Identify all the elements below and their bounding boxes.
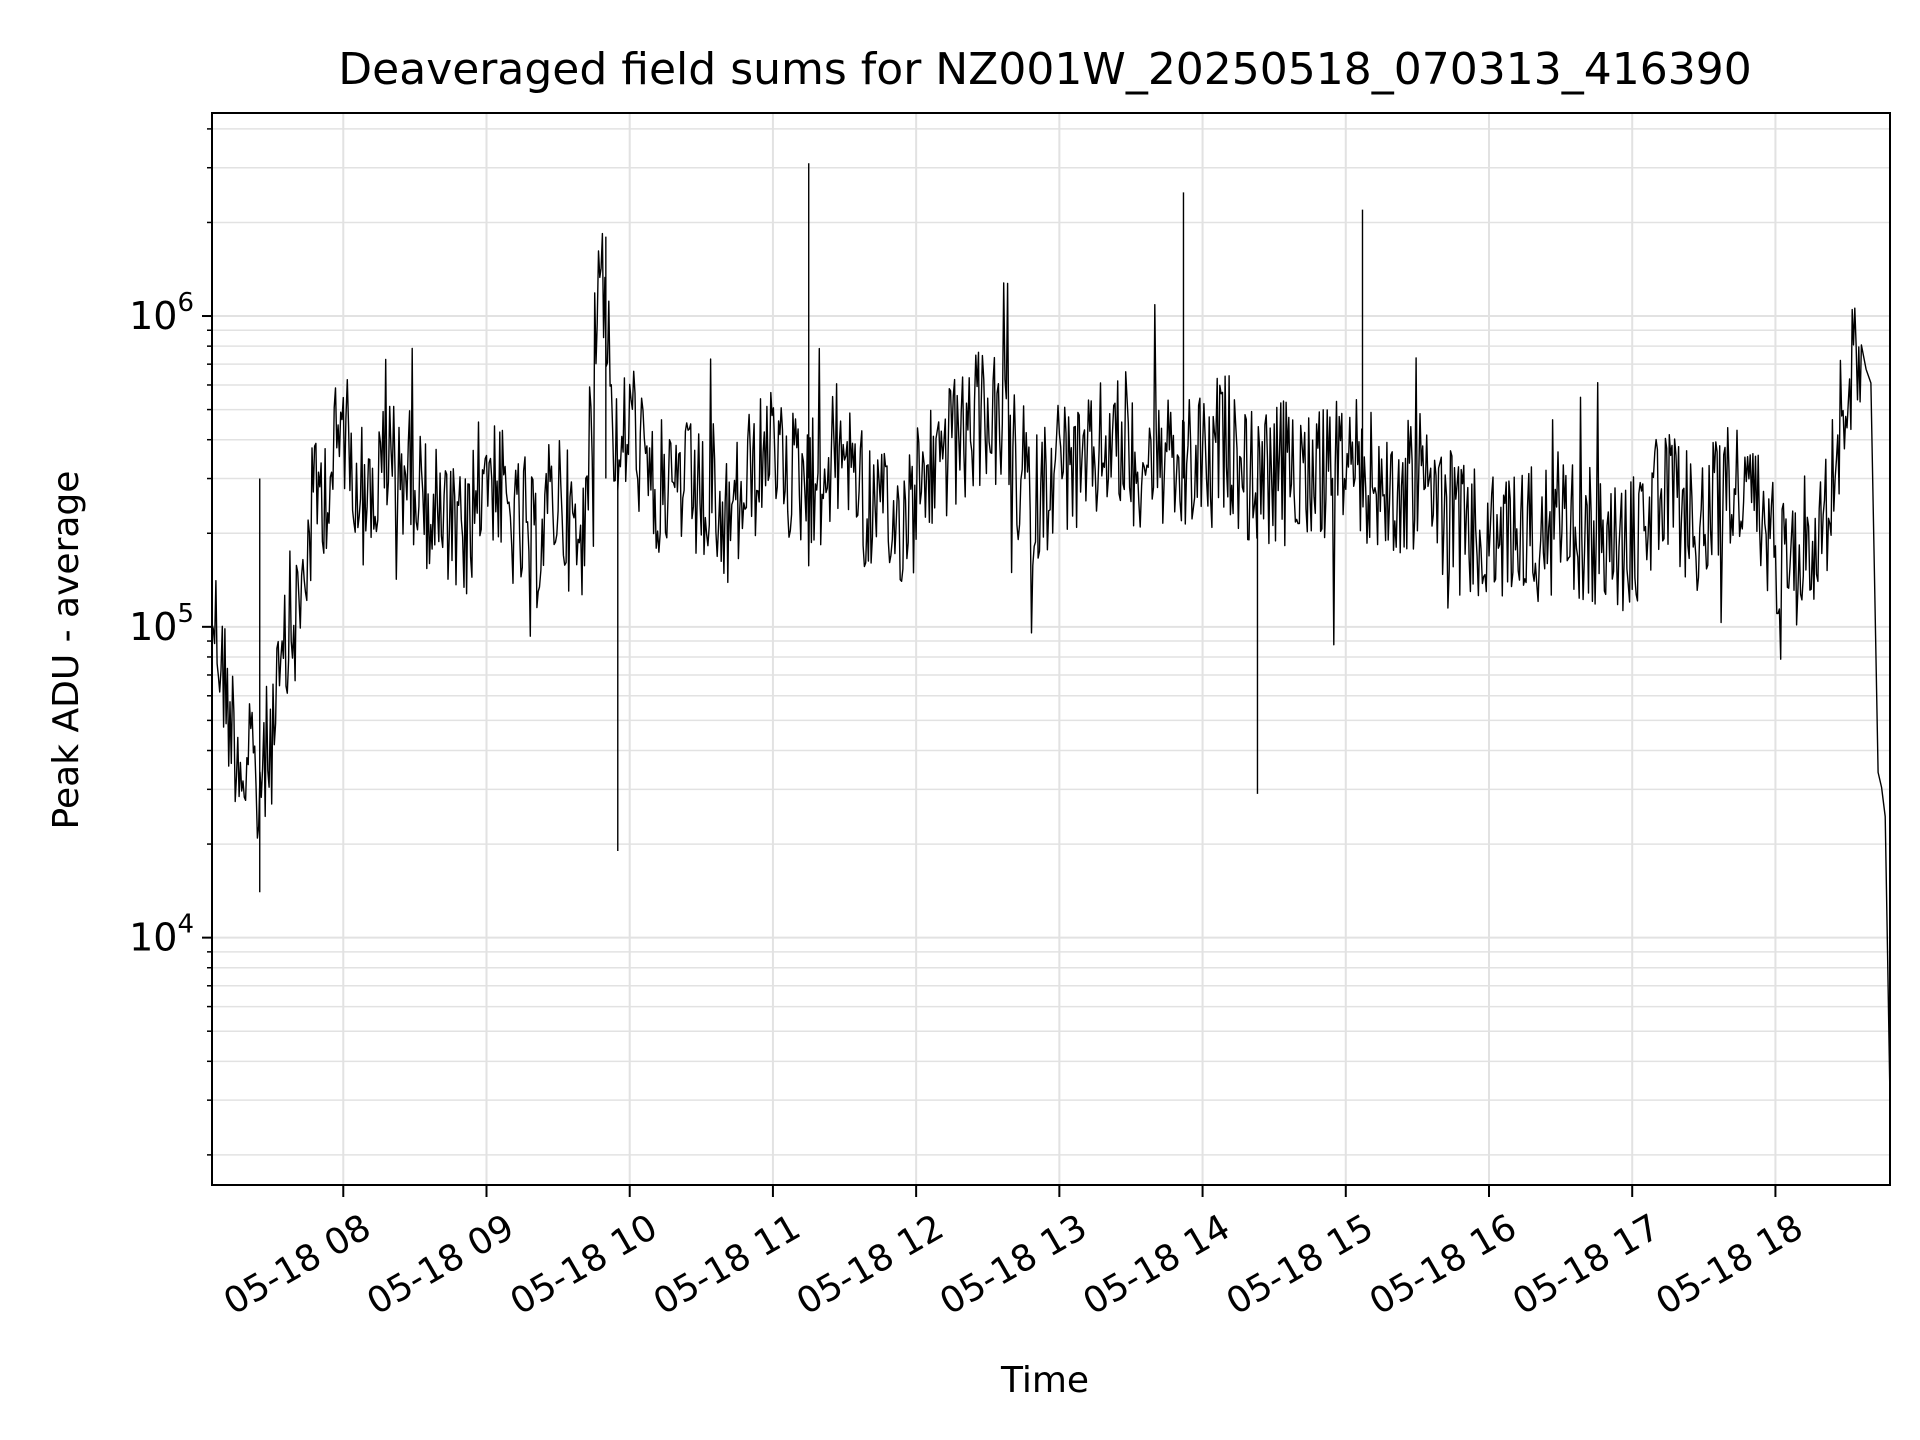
plot-frame [211,112,1891,1186]
x-axis-label: Time [1000,1360,1089,1401]
y-tick-label: 105 [129,599,194,649]
y-axis: 104 105 106 [129,128,212,1156]
y-tick-label: 106 [129,288,194,338]
y-tick-label: 104 [129,910,194,960]
y-axis-label: Peak ADU - average [46,471,87,830]
grid [212,113,1890,1185]
series-layer [211,163,1891,1101]
series-line [211,232,1891,1101]
chart-title: Deaveraged field sums for NZ001W_2025051… [338,44,1751,95]
